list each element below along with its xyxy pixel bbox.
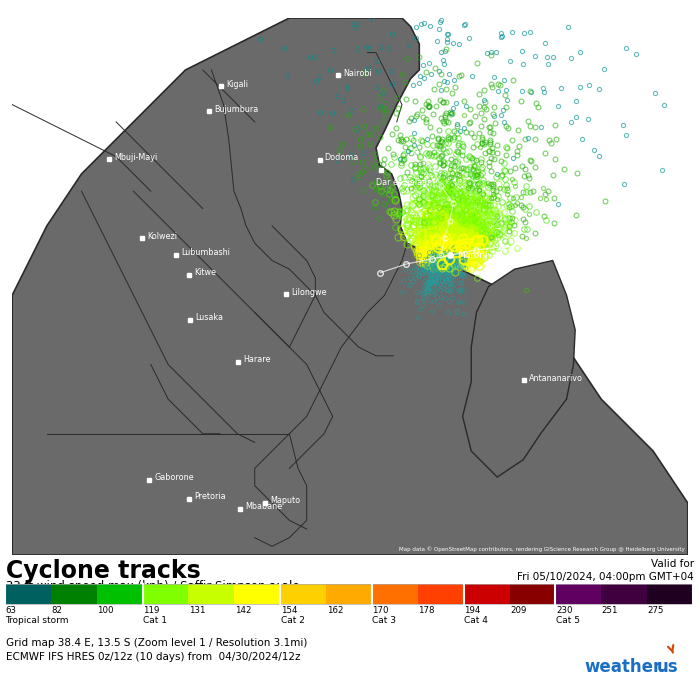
Bar — [188, 584, 234, 604]
Text: 131: 131 — [189, 606, 206, 615]
Bar — [280, 584, 326, 604]
Text: 154: 154 — [281, 606, 297, 615]
Text: Cat 1: Cat 1 — [143, 616, 167, 625]
Text: us: us — [657, 658, 678, 676]
Bar — [510, 584, 555, 604]
Text: Pretoria: Pretoria — [194, 492, 225, 501]
Bar — [326, 584, 372, 604]
Text: Port: Port — [632, 396, 648, 405]
Text: Tropical storm: Tropical storm — [6, 616, 69, 625]
Text: 194: 194 — [464, 606, 480, 615]
Text: Grid map 38.4 E, 13.5 S (Zoom level 1 / Resolution 3.1mi): Grid map 38.4 E, 13.5 S (Zoom level 1 / … — [6, 638, 307, 648]
Text: Harare: Harare — [244, 356, 271, 364]
Text: Cat 4: Cat 4 — [464, 616, 488, 625]
Text: Gaborone: Gaborone — [155, 473, 194, 482]
Text: 170: 170 — [372, 606, 389, 615]
Text: 142: 142 — [234, 606, 251, 615]
Bar — [601, 584, 647, 604]
Text: Fri 05/10/2024, 04:00pm GMT+04: Fri 05/10/2024, 04:00pm GMT+04 — [517, 572, 694, 582]
Text: Cat 2: Cat 2 — [281, 616, 304, 625]
Bar — [463, 584, 510, 604]
Text: 275: 275 — [648, 606, 664, 615]
Text: 63: 63 — [6, 606, 17, 615]
Bar — [234, 584, 280, 604]
Text: Kigali: Kigali — [226, 80, 248, 89]
Text: Lusaka: Lusaka — [196, 314, 224, 323]
Text: Antananarivo: Antananarivo — [528, 374, 583, 383]
Bar — [97, 584, 143, 604]
Text: 162: 162 — [327, 606, 343, 615]
Text: weather.: weather. — [584, 658, 665, 676]
Bar — [647, 584, 693, 604]
Text: This service is based on data and products of the European Centre for Medium-ran: This service is based on data and produc… — [4, 4, 463, 13]
Text: Map data © OpenStreetMap contributors, rendering GIScience Research Group @ Heid: Map data © OpenStreetMap contributors, r… — [399, 547, 685, 552]
Text: Moroni: Moroni — [456, 251, 487, 260]
Text: Lubumbashi: Lubumbashi — [181, 248, 230, 258]
Text: 178: 178 — [419, 606, 435, 615]
Text: 251: 251 — [602, 606, 618, 615]
Polygon shape — [463, 260, 575, 477]
Text: Valid for: Valid for — [651, 559, 694, 569]
Bar — [51, 584, 97, 604]
Text: Cat 5: Cat 5 — [556, 616, 580, 625]
Text: Lilongwe: Lilongwe — [291, 288, 326, 298]
Text: Maputo: Maputo — [270, 496, 300, 505]
Text: 100: 100 — [97, 606, 113, 615]
Bar — [372, 584, 418, 604]
Text: 33 ft wind speed max (kph) / Saffir-Simpson scale: 33 ft wind speed max (kph) / Saffir-Simp… — [6, 580, 300, 593]
Text: Bujumbura: Bujumbura — [214, 105, 258, 114]
Bar — [418, 584, 463, 604]
Text: 209: 209 — [510, 606, 526, 615]
Bar — [5, 584, 51, 604]
Text: Dodoma: Dodoma — [325, 153, 359, 162]
Text: ECMWF IFS HRES 0z/12z (10 days) from  04/30/2024/12z: ECMWF IFS HRES 0z/12z (10 days) from 04/… — [6, 652, 300, 662]
Text: 119: 119 — [143, 606, 160, 615]
Bar — [555, 584, 601, 604]
Bar — [5, 584, 693, 604]
Text: Dar es Salaam: Dar es Salaam — [376, 178, 435, 187]
Text: Mbuji-Mayi: Mbuji-Mayi — [114, 153, 158, 162]
Text: 82: 82 — [51, 606, 62, 615]
Text: Cat 3: Cat 3 — [372, 616, 396, 625]
Text: Cyclone tracks: Cyclone tracks — [6, 559, 201, 583]
Polygon shape — [12, 18, 688, 555]
Text: Kolwezi: Kolwezi — [147, 232, 177, 241]
Text: Kitwe: Kitwe — [195, 269, 216, 277]
Text: Nairobi: Nairobi — [344, 69, 372, 78]
Text: 230: 230 — [556, 606, 573, 615]
Text: Mbabane: Mbabane — [245, 503, 282, 511]
Bar — [143, 584, 188, 604]
